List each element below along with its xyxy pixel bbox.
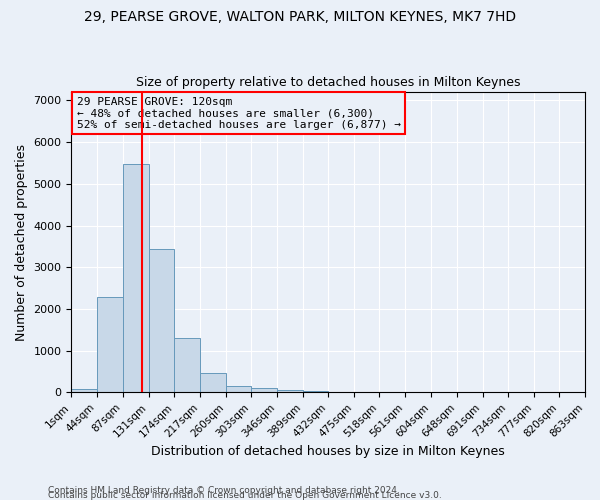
X-axis label: Distribution of detached houses by size in Milton Keynes: Distribution of detached houses by size … (151, 444, 505, 458)
Title: Size of property relative to detached houses in Milton Keynes: Size of property relative to detached ho… (136, 76, 520, 90)
Bar (175, 338, 200, 392)
Text: 29, PEARSE GROVE, WALTON PARK, MILTON KEYNES, MK7 7HD: 29, PEARSE GROVE, WALTON PARK, MILTON KE… (84, 10, 516, 24)
Bar (122, 164, 149, 392)
Y-axis label: Number of detached properties: Number of detached properties (15, 144, 28, 340)
Text: Contains HM Land Registry data © Crown copyright and database right 2024.: Contains HM Land Registry data © Crown c… (48, 486, 400, 495)
Bar (200, 373, 226, 392)
Text: 29 PEARSE GROVE: 120sqm
← 48% of detached houses are smaller (6,300)
52% of semi: 29 PEARSE GROVE: 120sqm ← 48% of detache… (77, 96, 401, 130)
Bar (97, 298, 122, 392)
Bar (149, 249, 175, 392)
Bar (302, 390, 328, 392)
Bar (226, 386, 251, 392)
Bar (71, 389, 97, 392)
Bar (251, 388, 277, 392)
Bar (277, 390, 302, 392)
Text: Contains public sector information licensed under the Open Government Licence v3: Contains public sector information licen… (48, 491, 442, 500)
